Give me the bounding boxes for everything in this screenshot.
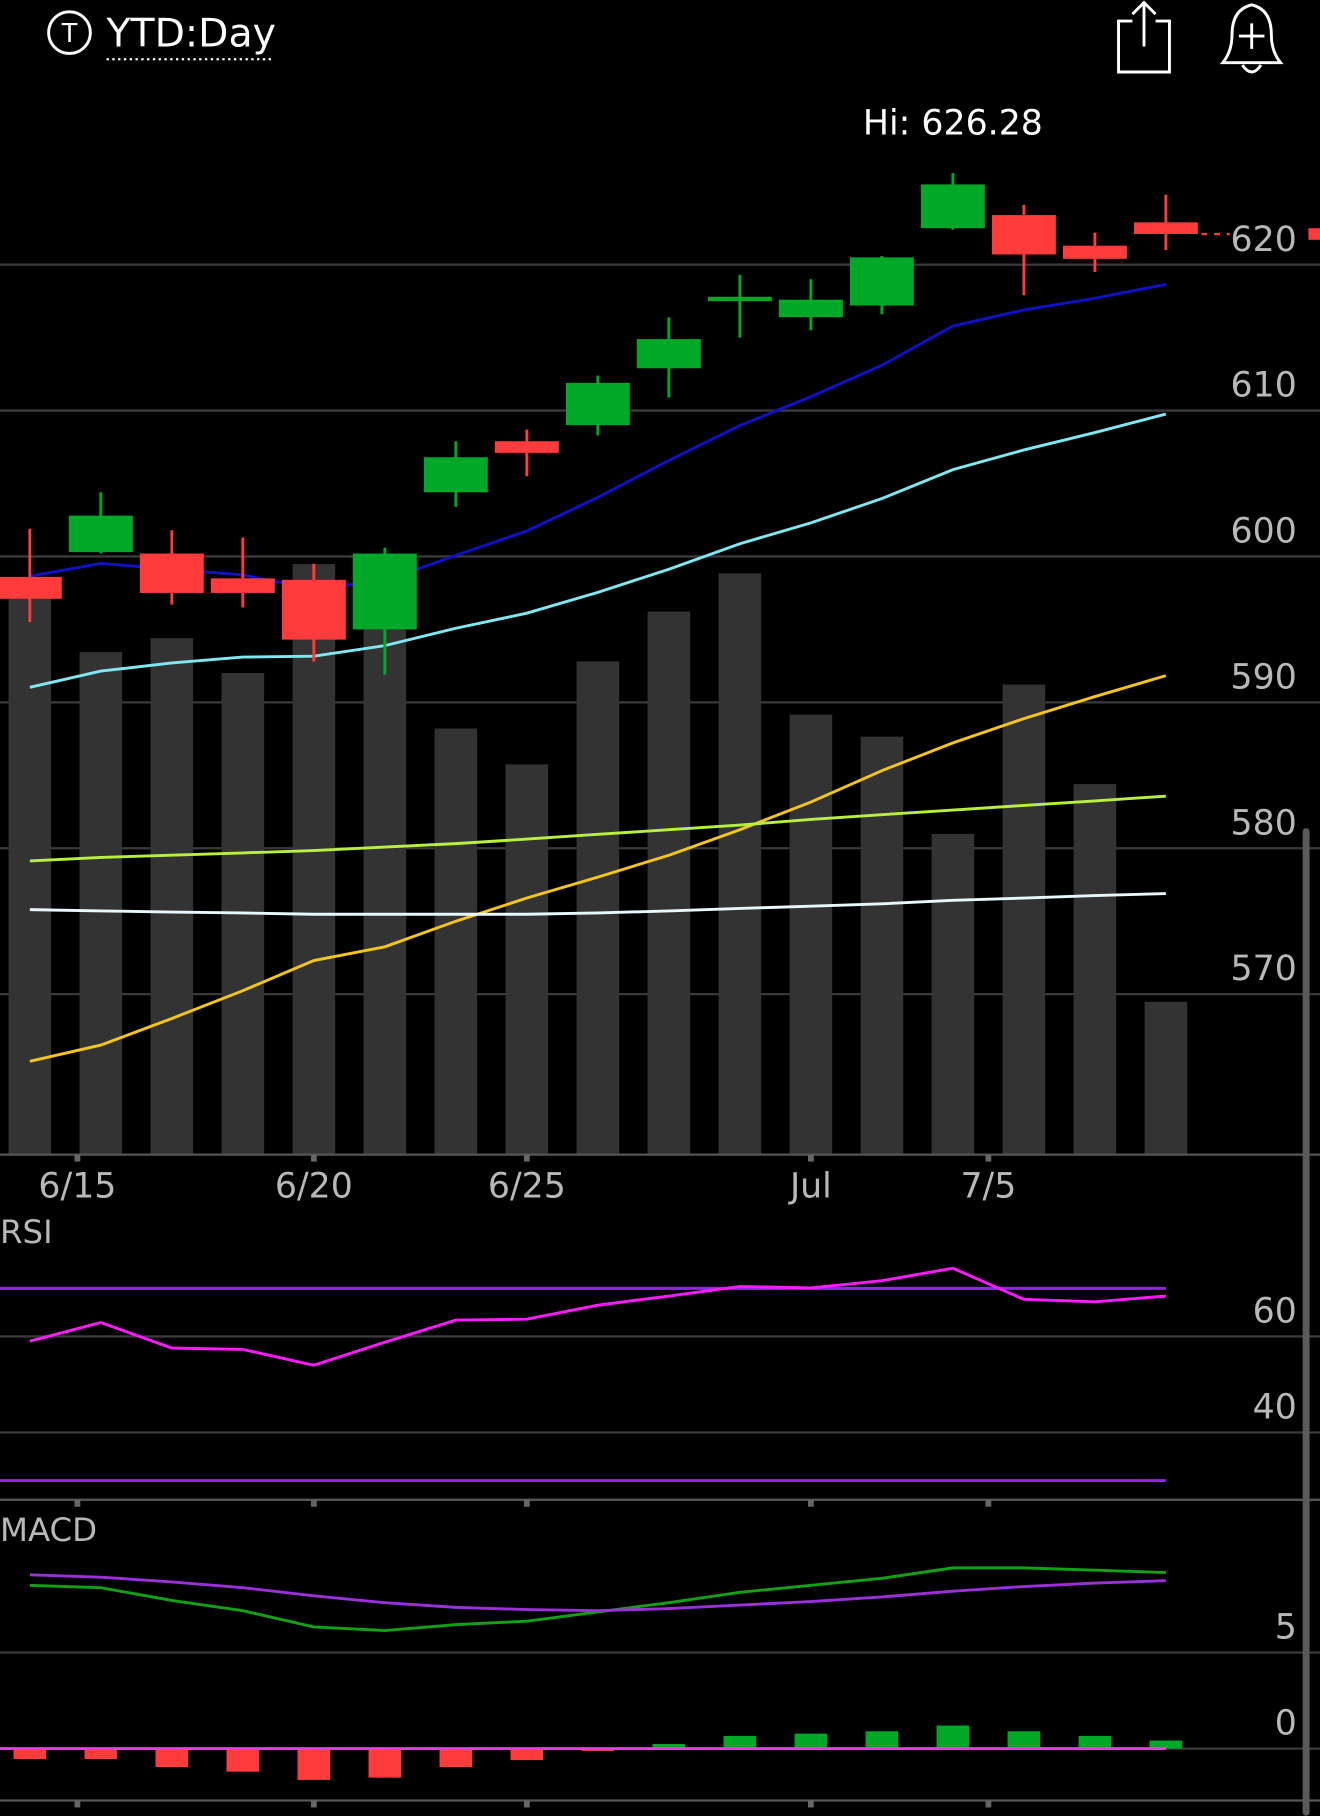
candle-body — [494, 441, 559, 453]
y-tick-label: 580 — [1231, 803, 1297, 843]
indicator-line — [29, 1266, 1167, 1367]
volume-bar — [505, 764, 549, 1155]
volume-bar — [931, 833, 975, 1155]
candle-body — [1133, 222, 1198, 235]
alert-button[interactable] — [1219, 3, 1284, 74]
symbol-icon-label: T — [61, 19, 78, 49]
volume-bar — [150, 638, 194, 1155]
indicator-line — [29, 412, 1167, 689]
y-tick-label: 570 — [1231, 949, 1297, 989]
y-tick-label: 620 — [1231, 220, 1297, 260]
bell-body — [1219, 3, 1284, 65]
panel-title: RSI — [0, 1213, 53, 1251]
histogram-bar — [1078, 1735, 1112, 1749]
candle-body — [920, 184, 985, 229]
histogram-bar — [84, 1748, 118, 1759]
candle-body — [991, 215, 1056, 255]
x-tick-label: 6/20 — [275, 1166, 353, 1206]
candle-body — [210, 578, 275, 593]
volume-bar — [434, 728, 478, 1155]
histogram-bar — [510, 1748, 544, 1761]
histogram-bar — [13, 1748, 47, 1759]
y-tick-label: 60 — [1253, 1292, 1297, 1332]
candle-body — [636, 339, 701, 369]
share-box — [1117, 19, 1171, 74]
y-tick-label: 590 — [1231, 657, 1297, 697]
volume-bar — [860, 736, 904, 1155]
share-arrow — [1131, 0, 1157, 47]
candle-body — [1062, 245, 1127, 259]
histogram-bar — [936, 1725, 970, 1749]
bell-plus — [1238, 23, 1265, 49]
y-tick-label: 600 — [1231, 512, 1297, 552]
y-tick-label: 40 — [1253, 1388, 1297, 1428]
scrollbar — [1302, 828, 1310, 1816]
indicator-line — [29, 674, 1167, 1063]
histogram-bar — [297, 1748, 331, 1780]
histogram-bar — [723, 1735, 757, 1749]
timeframe-title[interactable]: YTD:Day — [106, 11, 276, 57]
histogram-bar — [794, 1733, 828, 1749]
histogram-bar — [226, 1748, 260, 1772]
last-price-marker — [1308, 228, 1320, 240]
indicator-line — [29, 1573, 1166, 1613]
volume-bar — [1144, 1001, 1188, 1155]
indicator-line — [29, 892, 1166, 916]
x-tick-label: Jul — [788, 1166, 832, 1206]
x-tick-label: 7/5 — [960, 1166, 1016, 1206]
volume-bar — [576, 661, 620, 1155]
candle-body — [565, 382, 630, 426]
share-button[interactable] — [1117, 0, 1171, 74]
volume-bar — [789, 714, 833, 1155]
candle-body — [0, 576, 62, 599]
volume-bar — [1002, 684, 1046, 1155]
y-tick-label: 5 — [1275, 1608, 1297, 1648]
x-tick-label: 6/15 — [38, 1166, 116, 1206]
y-tick-label: 610 — [1231, 366, 1297, 406]
volume-bar — [718, 573, 762, 1155]
candle-body — [68, 515, 133, 553]
candle-body — [139, 553, 204, 593]
histogram-bar — [652, 1743, 686, 1749]
histogram-bar — [439, 1748, 473, 1768]
candle-body — [778, 299, 843, 318]
histogram-bar — [155, 1748, 189, 1768]
panel-title: MACD — [0, 1511, 97, 1549]
symbol-button[interactable]: T — [47, 10, 92, 55]
candle-body — [423, 457, 488, 493]
bell-clapper — [1241, 64, 1263, 74]
volume-bar — [8, 579, 52, 1155]
volume-bar — [1073, 784, 1117, 1155]
indicator-line — [29, 282, 1167, 591]
symbol-icon — [47, 10, 92, 55]
candle-body — [352, 553, 417, 630]
histogram-bar — [865, 1731, 899, 1749]
histogram-bar — [1149, 1740, 1183, 1749]
indicator-line — [29, 794, 1166, 863]
x-tick-label: 6/25 — [488, 1166, 566, 1206]
candle-body — [849, 257, 914, 306]
histogram-bar — [1007, 1731, 1041, 1749]
volume-bar — [647, 611, 691, 1155]
candle-body — [707, 296, 772, 302]
volume-bar — [292, 564, 336, 1155]
candle-body — [281, 579, 346, 640]
y-tick-label: 0 — [1275, 1704, 1297, 1744]
histogram-bar — [368, 1748, 402, 1778]
high-annotation: Hi: 626.28 — [863, 104, 1043, 144]
volume-bar — [79, 652, 123, 1155]
